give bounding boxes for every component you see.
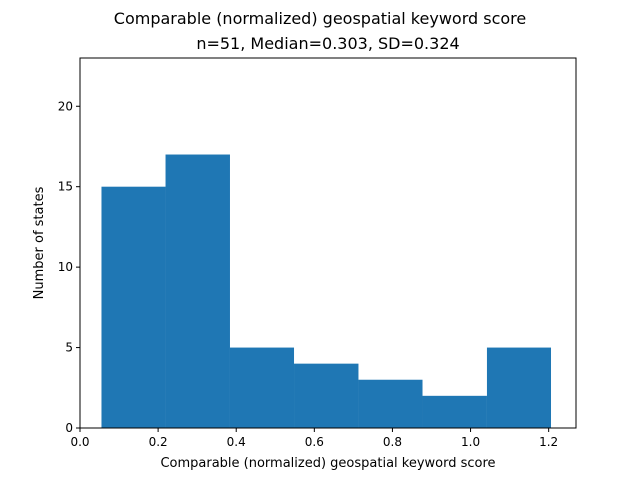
histogram-bars — [101, 154, 552, 429]
x-tick-label-1: 0.2 — [149, 435, 168, 449]
x-tick-label-4: 0.8 — [383, 435, 402, 449]
plot-frame — [79, 57, 577, 429]
histogram-bar-3 — [229, 347, 295, 428]
histogram-bar-1 — [101, 186, 166, 428]
y-tick-label-1: 5 — [65, 341, 73, 355]
x-tick-label-3: 0.6 — [305, 435, 324, 449]
x-axis-label: Comparable (normalized) geospatial keywo… — [160, 456, 495, 471]
chart-title: Comparable (normalized) geospatial keywo… — [114, 9, 526, 28]
histogram-bar-4 — [294, 363, 359, 428]
x-tick-label-0: 0.0 — [70, 435, 89, 449]
chart-subtitle: n=51, Median=0.303, SD=0.324 — [196, 34, 459, 53]
y-axis-ticks: 0 5 10 15 20 — [58, 99, 80, 435]
y-tick-label-2: 10 — [58, 260, 73, 274]
histogram-bar-6 — [422, 395, 487, 428]
histogram-bar-5 — [358, 379, 423, 428]
x-axis-ticks: 0.0 0.2 0.4 0.6 0.8 1.0 1.2 — [70, 428, 558, 449]
x-tick-label-2: 0.4 — [227, 435, 246, 449]
y-tick-label-0: 0 — [65, 421, 73, 435]
x-tick-label-5: 1.0 — [461, 435, 480, 449]
y-tick-label-3: 15 — [58, 180, 73, 194]
y-axis-label: Number of states — [32, 186, 47, 299]
y-tick-label-4: 20 — [58, 99, 73, 113]
histogram-bar-2 — [165, 154, 230, 429]
histogram-bar-7 — [486, 347, 552, 428]
x-tick-label-6: 1.2 — [539, 435, 558, 449]
